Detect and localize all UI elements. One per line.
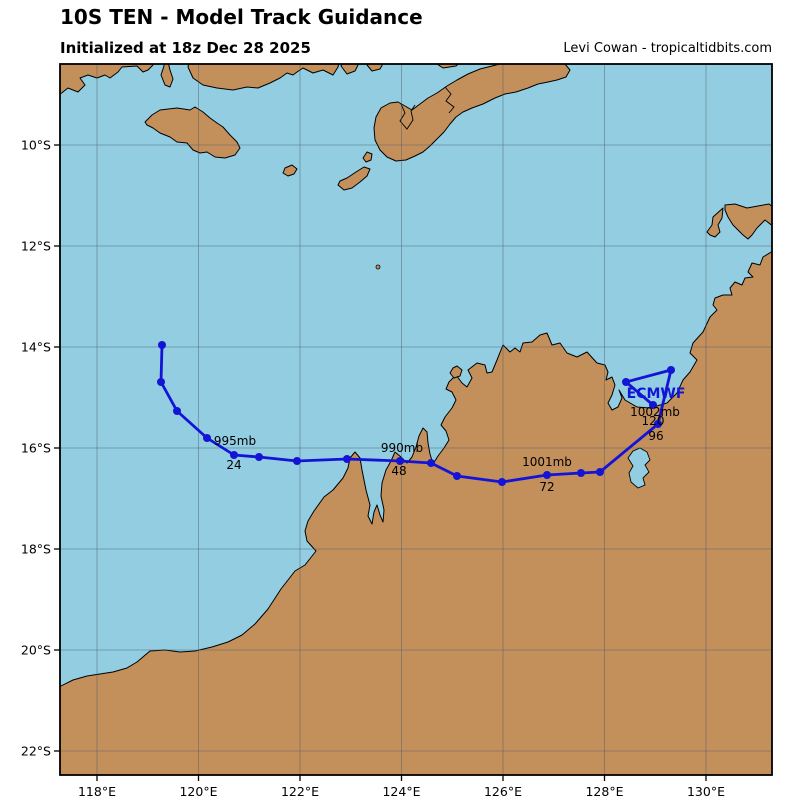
grid-lines: [60, 64, 772, 775]
island-alor-chain: [187, 64, 340, 91]
track-point: [203, 434, 211, 442]
track-point: [667, 366, 675, 374]
island-top-blob-3: [436, 64, 460, 69]
track-point: [157, 378, 165, 386]
island-rote: [337, 166, 371, 191]
island-flores: [60, 64, 154, 95]
track-point: [230, 451, 238, 459]
island-kimberley-small: [449, 365, 463, 379]
track-point: [577, 469, 585, 477]
track-pressure-label: 1002mb: [630, 405, 680, 419]
track-point: [396, 457, 404, 465]
track-hour-label: 24: [226, 458, 241, 472]
island-timor: [373, 64, 571, 162]
island-bathurst: [706, 207, 724, 238]
track-point: [654, 420, 662, 428]
track-point: [453, 472, 461, 480]
island-top-blob-1: [340, 64, 360, 75]
track-point: [343, 455, 351, 463]
y-tick-label: 18°S: [21, 542, 51, 557]
x-tick-label: 118°E: [78, 784, 116, 799]
track-point: [596, 468, 604, 476]
island-tiny: [362, 151, 373, 163]
track-hour-label: 72: [539, 480, 554, 494]
x-tick-label: 126°E: [484, 784, 522, 799]
x-tick-label: 124°E: [382, 784, 420, 799]
x-tick-label: 130°E: [687, 784, 725, 799]
land-australia: [60, 251, 772, 775]
track-pressure-label: 1001mb: [522, 455, 572, 469]
island-speck: [375, 264, 381, 270]
plot-border: [59, 63, 773, 776]
oecusse-border: [399, 103, 416, 130]
island-sawu: [282, 164, 298, 177]
land-layer: [60, 64, 772, 775]
x-tick-label: 128°E: [585, 784, 623, 799]
axis-tick-labels: 118°E 120°E 122°E 124°E 126°E 128°E 130°E 10°S 1…: [21, 138, 725, 800]
track-point: [158, 341, 166, 349]
track-point: [622, 378, 630, 386]
axis-ticks: [54, 144, 707, 781]
x-tick-label: 120°E: [179, 784, 217, 799]
track-point: [427, 459, 435, 467]
island-top-blob-2: [366, 64, 384, 72]
y-tick-label: 20°S: [21, 643, 51, 658]
track-point: [498, 478, 506, 486]
credit-text: Levi Cowan - tropicaltidbits.com: [563, 41, 772, 56]
island-melville: [724, 203, 772, 240]
init-time-subtitle: Initialized at 18z Dec 28 2025: [60, 39, 311, 57]
model-name-label: ECMWF: [627, 386, 686, 402]
y-tick-label: 16°S: [21, 441, 51, 456]
track-point: [293, 457, 301, 465]
track-point: [543, 471, 551, 479]
lake-argyle: [627, 447, 651, 489]
track-hour-label: 48: [391, 464, 406, 478]
y-tick-label: 12°S: [21, 239, 51, 254]
island-sliver: [160, 64, 174, 88]
track-pressure-label: 990mb: [381, 441, 423, 455]
track-point: [255, 453, 263, 461]
x-tick-label: 122°E: [281, 784, 319, 799]
track-point: [173, 407, 181, 415]
page-title: 10S TEN - Model Track Guidance: [60, 5, 423, 29]
y-tick-label: 22°S: [21, 744, 51, 759]
y-tick-label: 14°S: [21, 340, 51, 355]
track-pressure-label: 995mb: [214, 434, 256, 448]
track-hour-label: 96: [648, 429, 663, 443]
y-tick-label: 10°S: [21, 138, 51, 153]
forecast-track: [157, 341, 675, 486]
timor-leste-border: [444, 86, 455, 114]
track-point: [649, 401, 657, 409]
track-hour-label: 120: [642, 414, 665, 428]
